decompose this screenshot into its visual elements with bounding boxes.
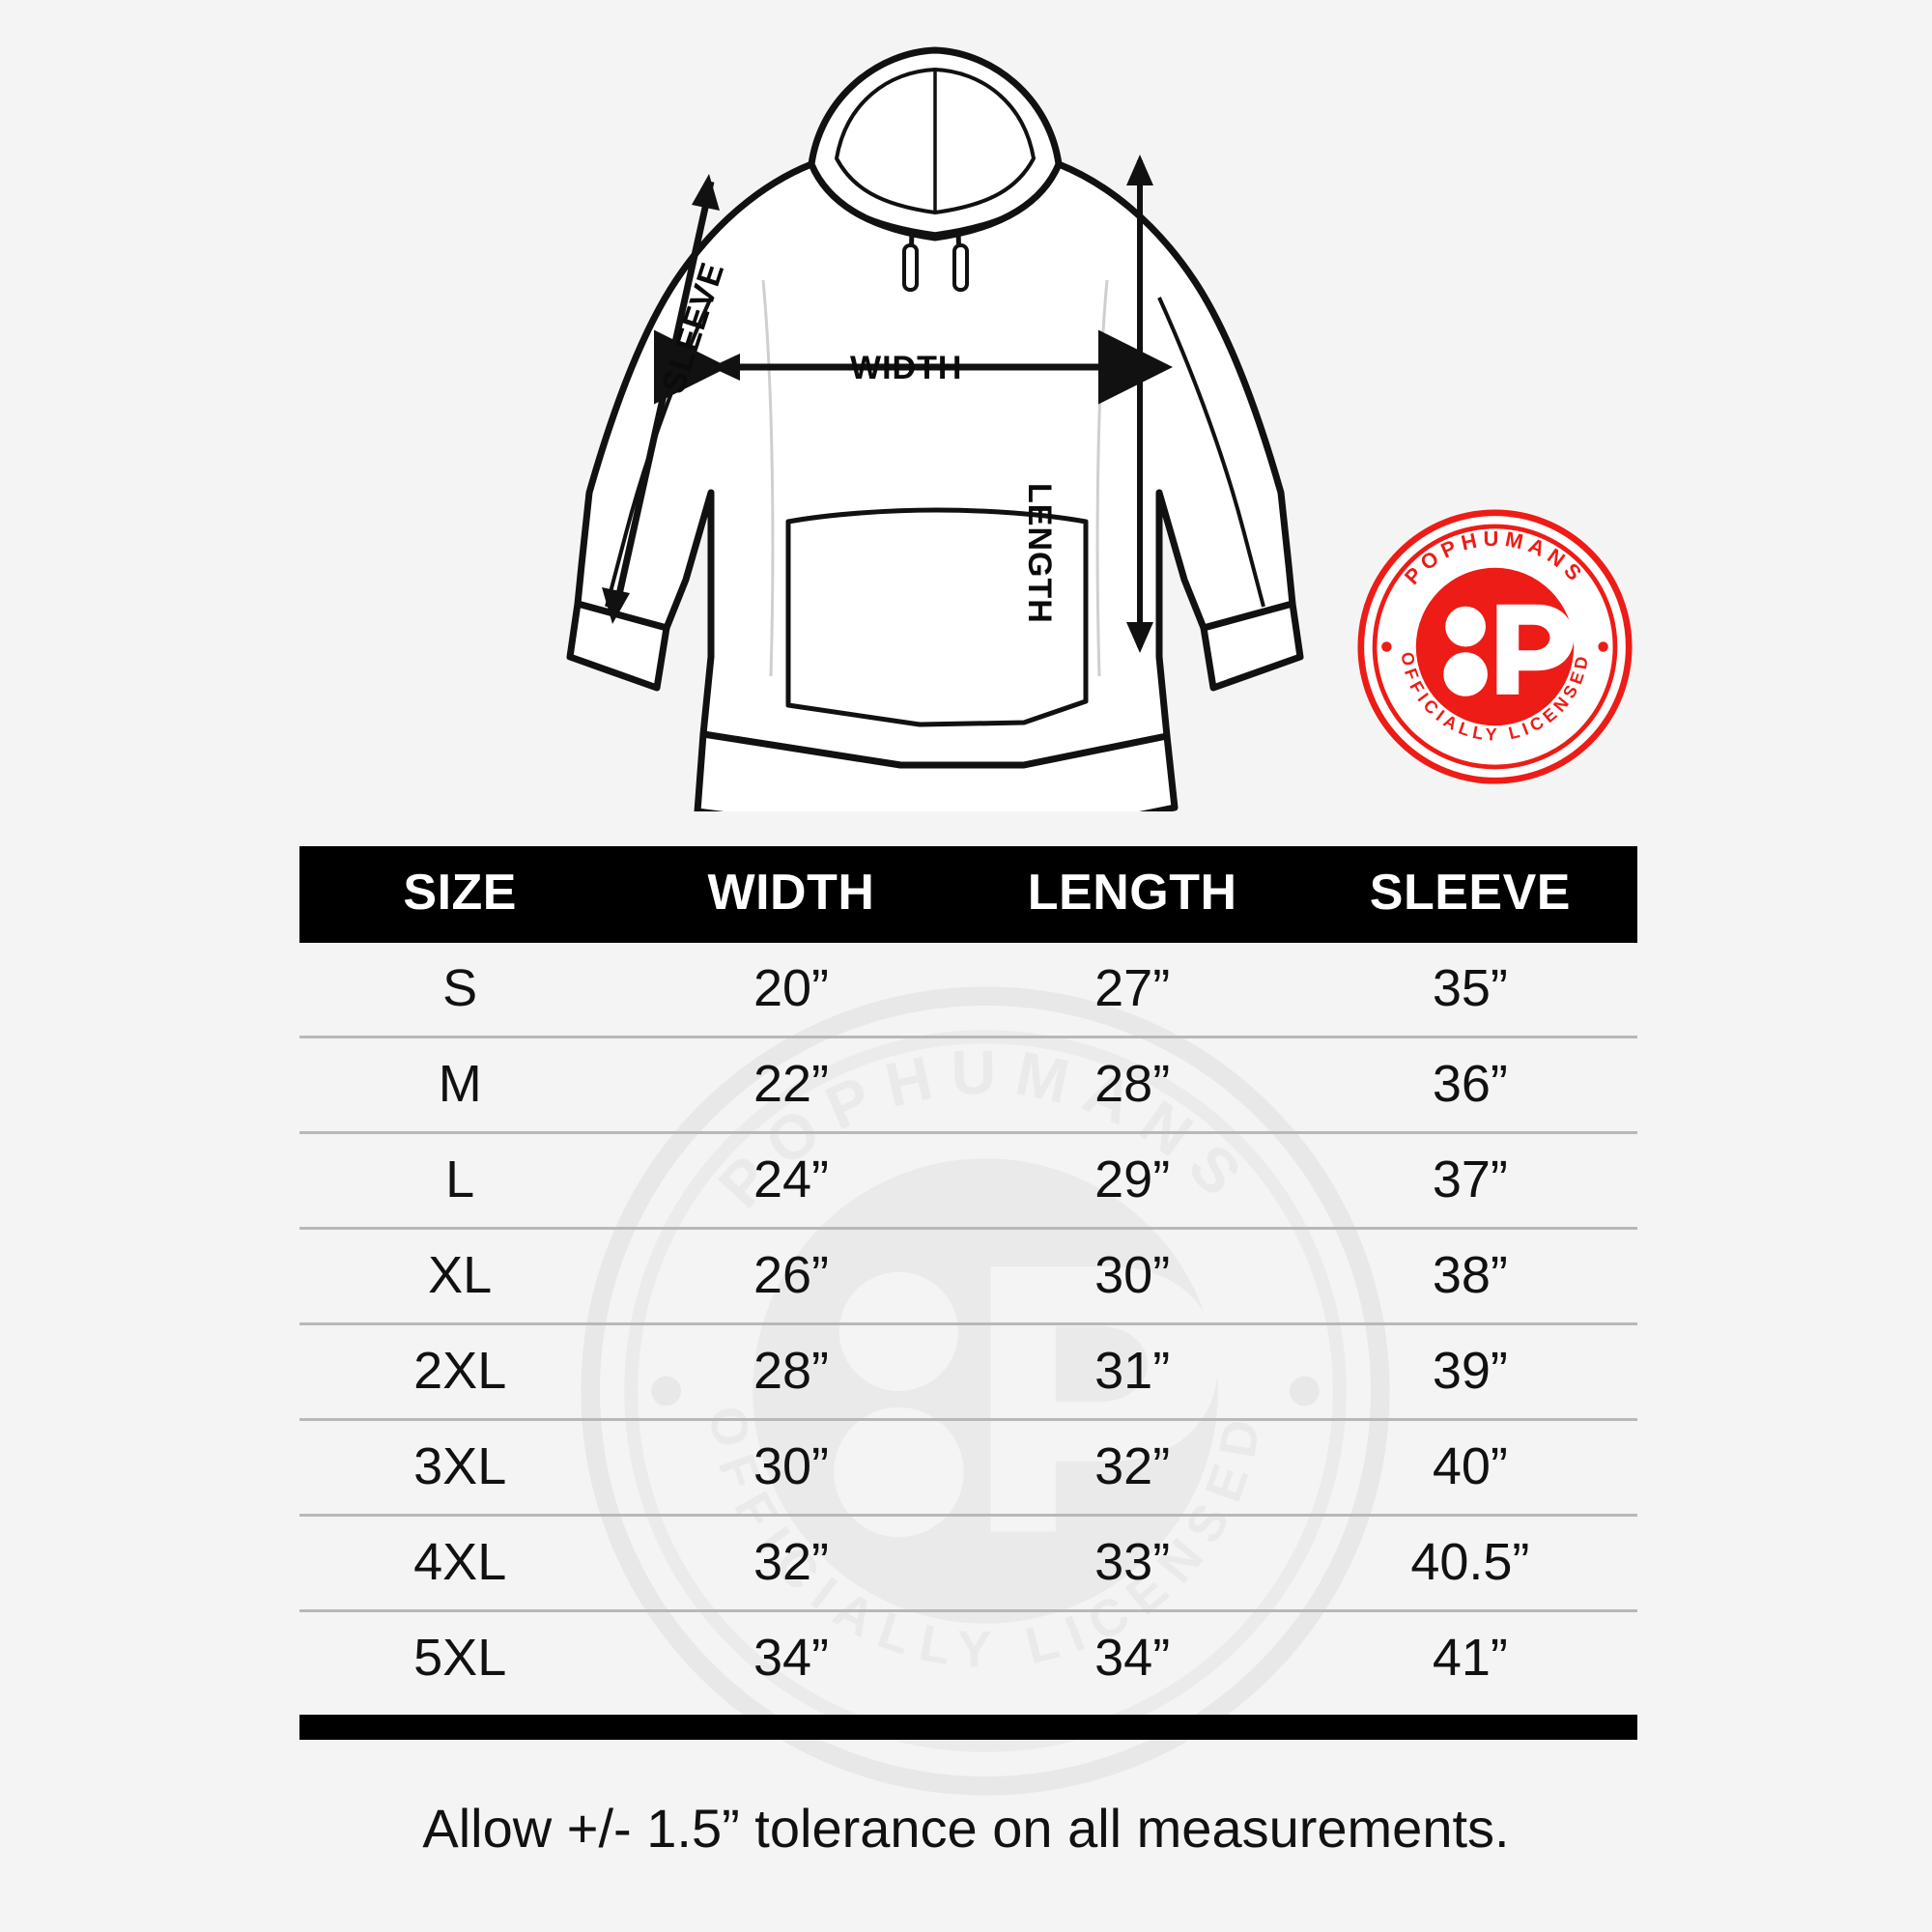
table-bottom-bar — [299, 1715, 1637, 1740]
cell-sleeve: 40” — [1302, 1419, 1637, 1517]
cell-size: L — [299, 1132, 621, 1230]
table-row: 2XL 28” 31” 39” — [299, 1323, 1637, 1421]
table-row: L 24” 29” 37” — [299, 1132, 1637, 1230]
column-header-sleeve: SLEEVE — [1302, 846, 1637, 943]
cell-sleeve: 39” — [1302, 1323, 1637, 1421]
cell-size: 5XL — [413, 1629, 507, 1687]
cell-size: XL — [299, 1228, 621, 1325]
hoodie-illustration: WIDTH LENGTH SLEEVE POPHUMANS OFFICIALLY… — [0, 0, 1932, 831]
table-row: 5XL 34” 34” 41” — [299, 1611, 1637, 1706]
cell-width: 20” — [620, 943, 962, 1038]
cell-size: 4XL — [299, 1515, 621, 1612]
dimension-arrows — [602, 155, 1173, 653]
cell-length: 29” — [961, 1132, 1303, 1230]
table-row: 3XL 30” 32” 40” — [299, 1419, 1637, 1517]
cell-sleeve: 38” — [1302, 1228, 1637, 1325]
cell-sleeve: 40.5” — [1302, 1515, 1637, 1612]
cell-length: 28” — [961, 1037, 1303, 1134]
cell-length: 30” — [961, 1228, 1303, 1325]
cell-width: 28” — [620, 1323, 962, 1421]
cell-sleeve: 36” — [1302, 1037, 1637, 1134]
table-header-row: SIZE WIDTH LENGTH SLEEVE — [299, 846, 1637, 943]
cell-sleeve: 37” — [1302, 1132, 1637, 1230]
column-header-size: SIZE — [299, 846, 621, 943]
cell-width: 22” — [620, 1037, 962, 1134]
cell-length: 33” — [961, 1515, 1303, 1612]
size-chart-section: SIZE WIDTH LENGTH SLEEVE S 20” 27” 35” M… — [299, 846, 1637, 1740]
cell-sleeve: 41” — [1432, 1629, 1508, 1687]
cell-length: 27” — [961, 943, 1303, 1038]
column-header-width: WIDTH — [620, 846, 962, 943]
pophumans-logo-badge: POPHUMANS OFFICIALLY LICENSED — [1357, 509, 1633, 784]
table-row: XL 26” 30” 38” — [299, 1228, 1637, 1325]
tolerance-note: Allow +/- 1.5” tolerance on all measurem… — [422, 1798, 1510, 1859]
cell-width: 30” — [620, 1419, 962, 1517]
cell-size: M — [299, 1037, 621, 1134]
cell-sleeve: 35” — [1302, 943, 1637, 1038]
cell-width: 26” — [620, 1228, 962, 1325]
cell-length: 31” — [961, 1323, 1303, 1421]
table-row: S 20” 27” 35” — [299, 943, 1637, 1038]
cell-width: 34” — [753, 1629, 829, 1687]
cell-width: 32” — [620, 1515, 962, 1612]
length-dimension-label: LENGTH — [1021, 483, 1058, 624]
cell-size: 3XL — [299, 1419, 621, 1517]
cell-size: S — [299, 943, 621, 1038]
cell-size: 2XL — [299, 1323, 621, 1421]
cell-width: 24” — [620, 1132, 962, 1230]
table-row: 4XL 32” 33” 40.5” — [299, 1515, 1637, 1612]
cell-length: 32” — [961, 1419, 1303, 1517]
cell-length: 34” — [1094, 1629, 1171, 1687]
hoodie-drawing — [566, 46, 1304, 811]
column-header-length: LENGTH — [961, 846, 1303, 943]
size-chart-table: SIZE WIDTH LENGTH SLEEVE S 20” 27” 35” M… — [299, 846, 1637, 1705]
width-dimension-label: WIDTH — [850, 350, 963, 386]
table-row: M 22” 28” 36” — [299, 1037, 1637, 1134]
